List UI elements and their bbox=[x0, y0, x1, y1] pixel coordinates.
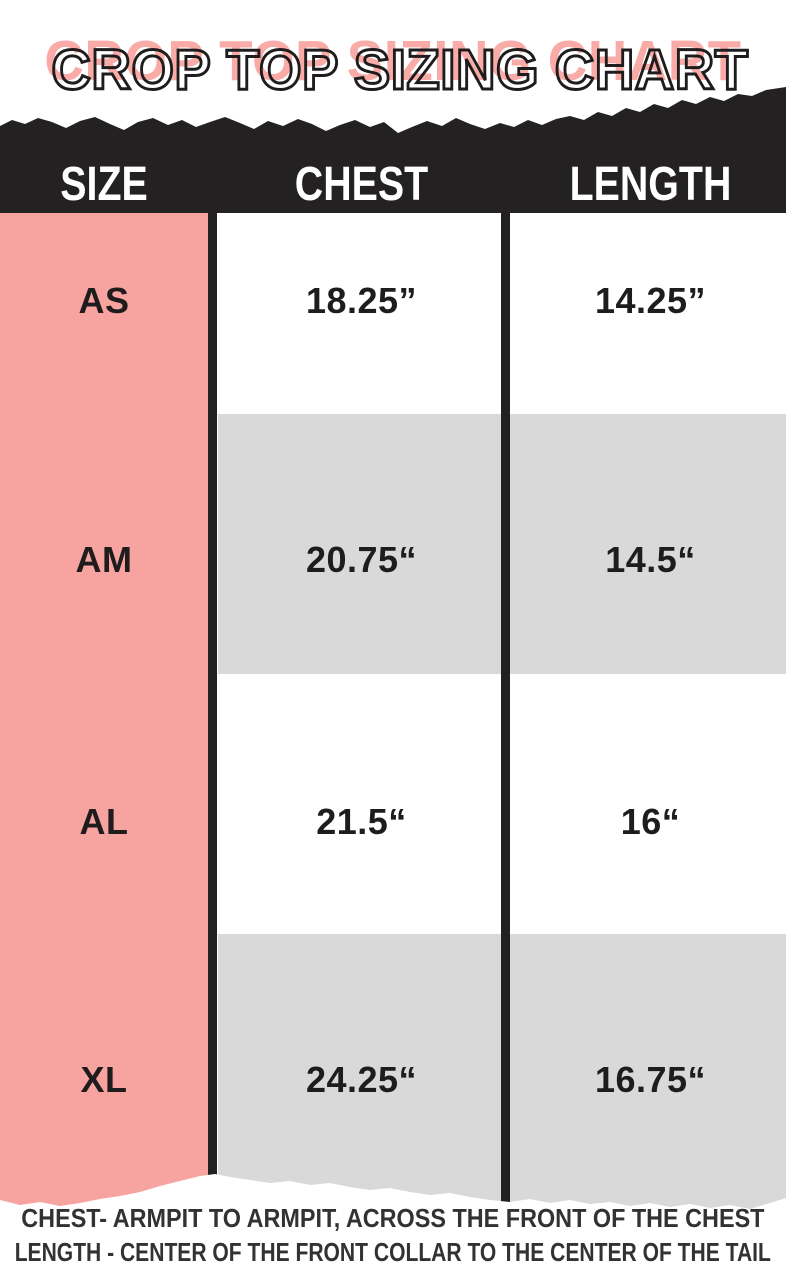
chest-value-am: 20.75“ bbox=[305, 539, 418, 580]
length-value-xl: 16.75“ bbox=[594, 1059, 707, 1100]
page-title-outline: CROP TOP SIZING CHART bbox=[50, 37, 750, 104]
page-title-fill: CROP TOP SIZING CHART bbox=[44, 29, 742, 93]
column-divider-2 bbox=[501, 213, 510, 1213]
length-value-al: 16“ bbox=[620, 801, 681, 842]
size-column-background bbox=[0, 213, 208, 1220]
torn-edge-top-header-band bbox=[0, 87, 786, 213]
torn-edge-bottom-table bbox=[0, 1174, 786, 1230]
chest-definition: CHEST- ARMPIT TO ARMPIT, ACROSS THE FRON… bbox=[21, 1203, 765, 1233]
chest-value-as: 18.25” bbox=[305, 280, 418, 321]
length-definition: LENGTH - CENTER OF THE FRONT COLLAR TO T… bbox=[14, 1237, 772, 1267]
length-value-as: 14.25” bbox=[594, 280, 707, 321]
size-label-am: AM bbox=[75, 539, 133, 580]
chest-value-xl: 24.25“ bbox=[305, 1059, 418, 1100]
page-title: CROP TOP SIZING CHART CROP TOP SIZING CH… bbox=[0, 22, 786, 108]
chest-value-al: 21.5“ bbox=[316, 801, 407, 842]
column-header-size: SIZE bbox=[60, 157, 148, 211]
column-header-length: LENGTH bbox=[569, 157, 732, 211]
size-label-xl: XL bbox=[80, 1059, 128, 1100]
length-value-am: 14.5“ bbox=[605, 539, 696, 580]
column-header-chest: CHEST bbox=[294, 157, 429, 211]
measurement-definitions: CHEST- ARMPIT TO ARMPIT, ACROSS THE FRON… bbox=[0, 1201, 786, 1269]
column-divider-1 bbox=[208, 213, 217, 1213]
size-label-al: AL bbox=[79, 801, 129, 842]
size-label-as: AS bbox=[78, 280, 130, 321]
